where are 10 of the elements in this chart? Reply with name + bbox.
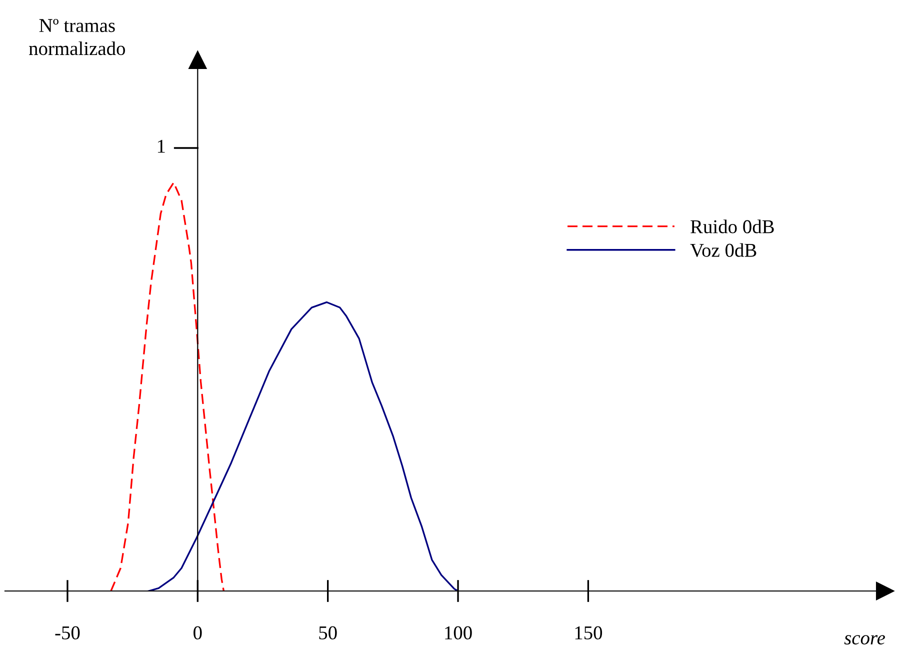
text: Nº tramas normalizado: [29, 18, 126, 56]
x-tick-label: 100: [445, 626, 472, 640]
x-axis-title: score: [844, 635, 886, 645]
x-tick-label: 50: [319, 626, 337, 640]
text: Voz 0dB: [690, 243, 756, 257]
x-tick-label: 0: [194, 626, 202, 640]
text: Ruido 0dB: [690, 220, 774, 234]
x-tick-label: -50: [55, 626, 80, 640]
text: 1: [158, 140, 165, 153]
x-tick-label: 150: [575, 626, 602, 640]
